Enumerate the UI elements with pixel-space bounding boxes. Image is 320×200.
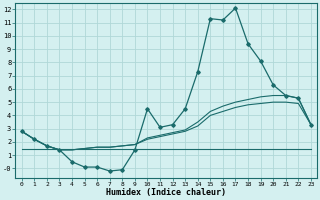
X-axis label: Humidex (Indice chaleur): Humidex (Indice chaleur): [106, 188, 226, 197]
